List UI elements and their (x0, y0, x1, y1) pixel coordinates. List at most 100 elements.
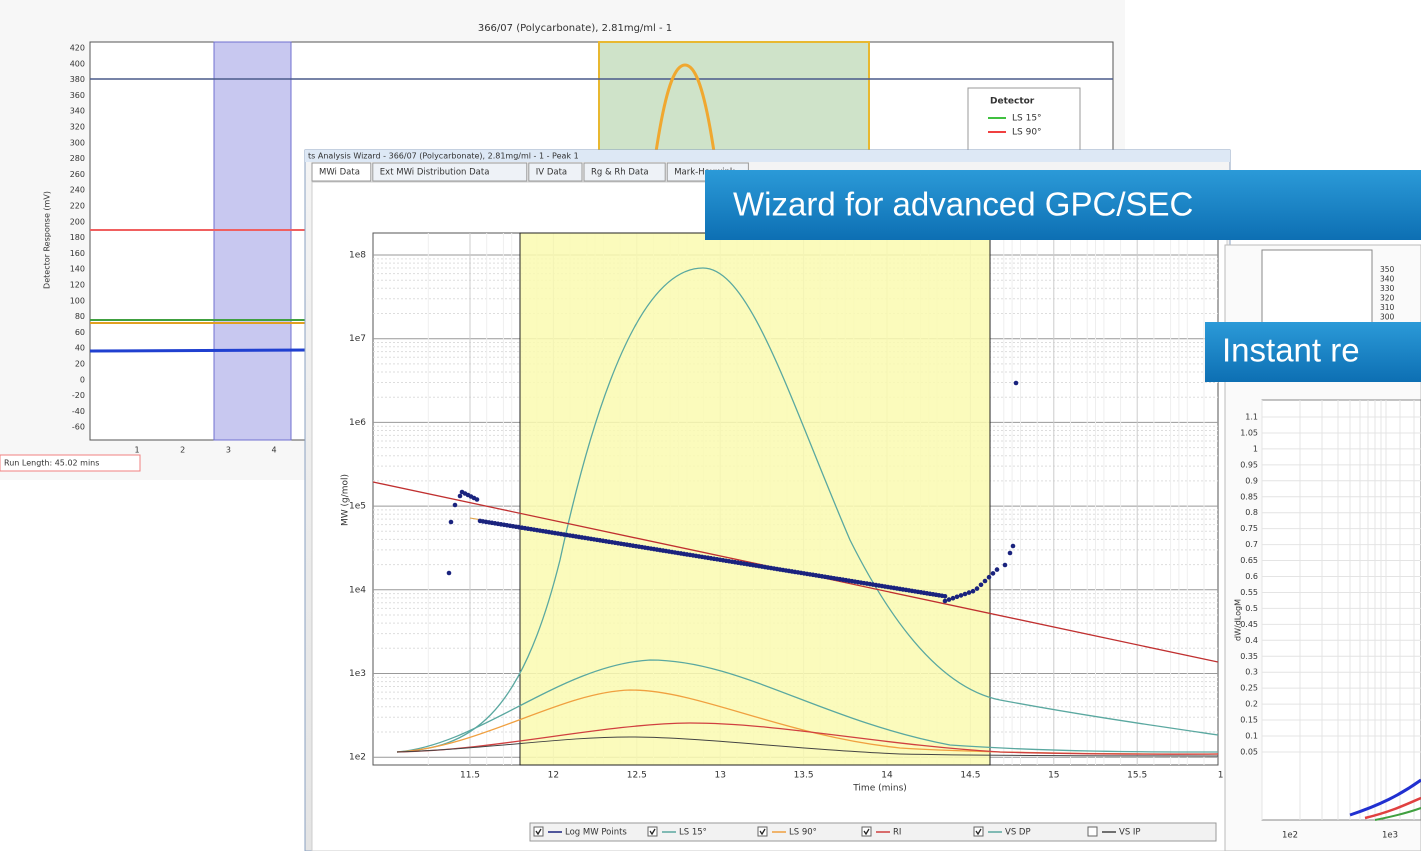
y-tick-label: 160 (70, 249, 85, 258)
mw-point (970, 588, 976, 594)
status-text: Run Length: 45.02 mins (4, 459, 99, 468)
y-tick-label: 60 (75, 328, 85, 337)
checkbox (861, 826, 872, 837)
mw-point (990, 571, 996, 576)
callout-text: Instant re (1222, 332, 1360, 369)
callout-box (705, 170, 1421, 240)
y2-tick-label: 350 (1380, 265, 1395, 274)
mw-point (986, 574, 992, 580)
y-tick-label: 380 (70, 75, 85, 84)
check-mark (535, 828, 542, 836)
y-tick-label: 220 (70, 202, 85, 211)
back-title: 366/07 (Polycarbonate), 2.81mg/ml - 1 (478, 23, 672, 34)
y2-tick-label: 320 (1380, 294, 1395, 303)
back-y-label: Detector Response (mV) (43, 191, 52, 289)
check-mark (975, 828, 982, 836)
tab-label: Mark-Houwink (674, 168, 735, 178)
x-tick-label: 13 (714, 771, 725, 781)
x-tick-label: 15.5 (1127, 771, 1147, 781)
x-tick-label: 12 (548, 771, 559, 781)
legend-bar (529, 822, 1217, 842)
mw-point (474, 497, 480, 502)
x-tick-label: 11.5 (460, 771, 480, 781)
x-tick-label: 13.5 (794, 771, 814, 781)
y-tick-label: 1e4 (349, 585, 366, 595)
status-bar (0, 454, 141, 472)
right-y-label: dW/dLogM (1234, 599, 1243, 641)
dist-curve (1374, 807, 1421, 821)
y-tick-label: 100 (70, 296, 85, 305)
checkbox (533, 826, 544, 837)
y-tick-label: 400 (70, 59, 85, 68)
y-tick-label: 0.7 (1245, 540, 1258, 549)
mw-point (448, 519, 454, 525)
mw-point (962, 591, 968, 597)
mw-point (974, 586, 980, 591)
y-tick-label: 280 (70, 154, 85, 163)
mw-point (966, 590, 972, 595)
y-tick-label: 140 (70, 265, 85, 274)
ri-curve (396, 722, 1218, 755)
x-tick-label: 14.5 (960, 771, 980, 781)
tab (311, 162, 372, 182)
y-tick-label: -40 (72, 407, 85, 416)
y-tick-label: 1e3 (349, 669, 366, 679)
window-title: ts Analysis Wizard - 366/07 (Polycarbona… (308, 152, 579, 161)
y-tick-label: 420 (70, 44, 85, 53)
mw-point (1010, 543, 1016, 549)
y-tick-label: 200 (70, 217, 85, 226)
peak-band (519, 232, 991, 766)
vsdp-curve (396, 659, 1218, 753)
y2-tick-label: 310 (1380, 303, 1395, 312)
tab (583, 162, 666, 182)
legend-item: LS 15° (1012, 114, 1042, 124)
y-tick-label: 0.3 (1245, 668, 1258, 677)
y-tick-label: 0.85 (1240, 492, 1258, 501)
y-tick-label: 120 (70, 281, 85, 290)
y-tick-label: 1.1 (1245, 413, 1258, 422)
x-tick-label: 1e2 (1282, 831, 1298, 841)
tab-label: IV Data (536, 168, 567, 178)
y-tick-label: 0.05 (1240, 747, 1258, 756)
y-tick-label: 0.95 (1240, 460, 1258, 469)
y-tick-label: 1e5 (349, 502, 366, 512)
x-tick-label: 14 (881, 771, 893, 781)
y2-tick-label: 300 (1380, 313, 1395, 322)
check-mark (863, 828, 870, 836)
y-tick-label: 1e8 (349, 251, 366, 261)
checkbox (757, 826, 768, 837)
checkbox (1087, 826, 1098, 837)
y-tick-label: 0.35 (1240, 652, 1258, 661)
x-tick-label: 4 (272, 446, 277, 455)
ls15-curve (396, 267, 1218, 753)
y-tick-label: 0.6 (1245, 572, 1258, 581)
legend-item: RI (893, 828, 901, 838)
legend-item: Log MW Points (565, 828, 627, 838)
x-tick-label: 15 (1048, 771, 1059, 781)
mw-point (457, 493, 463, 499)
tab-label: MWi Data (319, 168, 360, 178)
mw-point (942, 598, 948, 604)
y-tick-label: 1 (1253, 444, 1258, 453)
mw-point (942, 593, 948, 599)
x-tick-label: 12.5 (627, 771, 647, 781)
vsip-curve (396, 736, 1218, 757)
tab-label: Ext MWi Distribution Data (380, 168, 490, 178)
tab-label: Rg & Rh Data (591, 168, 649, 178)
mw-point (982, 578, 988, 584)
y-tick-label: 1.05 (1240, 428, 1258, 437)
y-tick-label: 340 (70, 107, 85, 116)
mw-point (1002, 562, 1008, 568)
blue-band (213, 41, 292, 441)
mw-point (958, 593, 964, 598)
y-tick-label: 260 (70, 170, 85, 179)
mw-point (452, 502, 458, 508)
y-tick-label: 0.25 (1240, 684, 1258, 693)
y-tick-label: 300 (70, 138, 85, 147)
right-top-plot (1261, 249, 1373, 331)
checkbox (973, 826, 984, 837)
y-tick-label: 0.8 (1245, 508, 1258, 517)
y-tick-label: 0.1 (1245, 732, 1258, 741)
y-tick-label: 0.2 (1245, 700, 1258, 709)
